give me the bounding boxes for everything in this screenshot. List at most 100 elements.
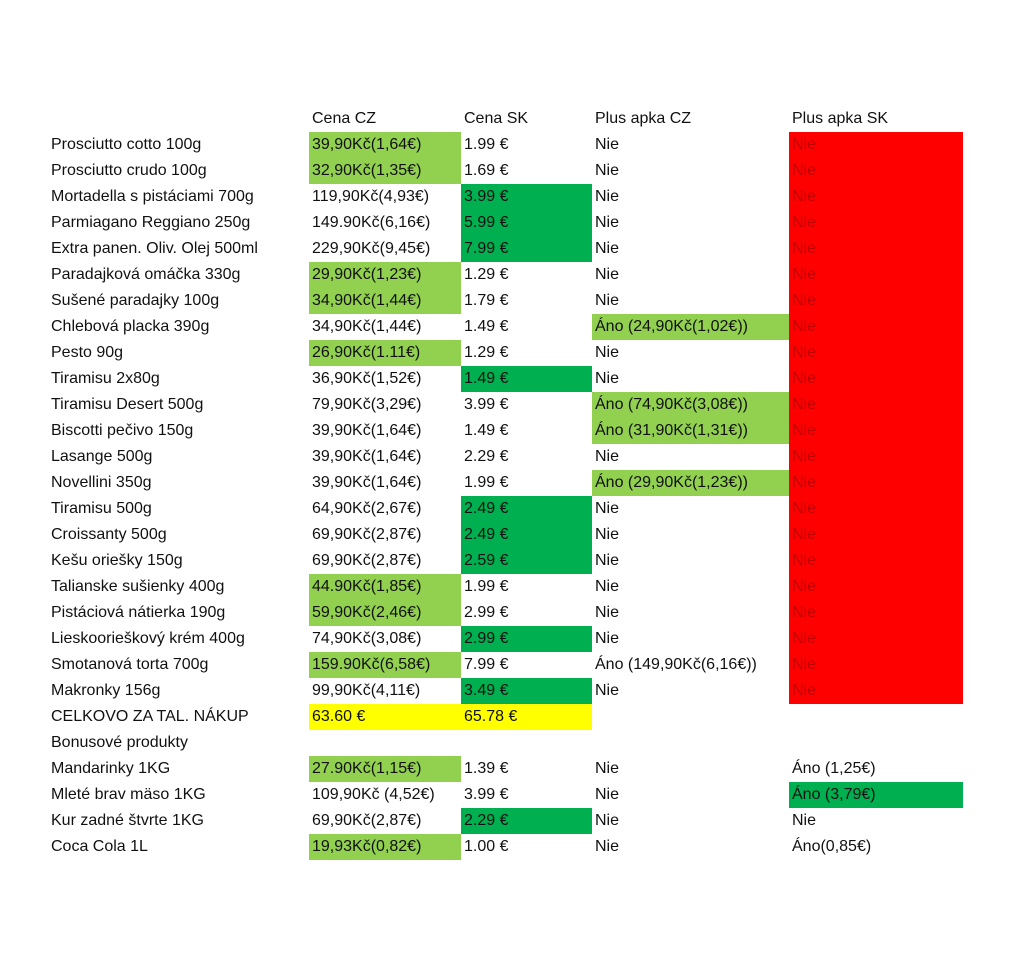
price-sk: 2.99 € xyxy=(461,626,592,652)
price-cz: 109,90Kč (4,52€) xyxy=(312,786,435,803)
header-product xyxy=(48,106,309,132)
plus-app-sk: Nie xyxy=(789,262,963,288)
header-row: Cena CZ Cena SK Plus apka CZ Plus apka S… xyxy=(48,106,963,132)
plus-app-cz: Nie xyxy=(595,500,620,517)
price-cz: 34,90Kč(1,44€) xyxy=(309,288,461,314)
table-row: Tiramisu 2x80g 36,90Kč(1,52€) 1.49 € Nie… xyxy=(48,366,963,392)
price-cz: 159.90Kč(6,58€) xyxy=(309,652,461,678)
table-row: Tiramisu 500g 64,90Kč(2,67€) 2.49 € Nie … xyxy=(48,496,963,522)
table-row: Chlebová placka 390g 34,90Kč(1,44€) 1.49… xyxy=(48,314,963,340)
price-sk: 2.99 € xyxy=(464,604,509,621)
bonus-row: Mleté brav mäso 1KG 109,90Kč (4,52€) 3.9… xyxy=(48,782,963,808)
plus-app-sk: Nie xyxy=(789,158,963,184)
plus-app-cz: Nie xyxy=(595,344,620,361)
table-row: Tiramisu Desert 500g 79,90Kč(3,29€) 3.99… xyxy=(48,392,963,418)
plus-app-cz: Nie xyxy=(595,292,620,309)
plus-app-sk: Nie xyxy=(789,340,963,366)
price-cz: 69,90Kč(2,87€) xyxy=(312,812,422,829)
plus-app-sk: Nie xyxy=(789,366,963,392)
table-row: Lieskoorieškový krém 400g 74,90Kč(3,08€)… xyxy=(48,626,963,652)
price-cz: 59,90Kč(2,46€) xyxy=(309,600,461,626)
plus-app-sk: Nie xyxy=(789,288,963,314)
empty-cell xyxy=(309,730,461,756)
product-name: Mortadella s pistáciami 700g xyxy=(51,188,254,205)
table-row: Kešu oriešky 150g 69,90Kč(2,87€) 2.59 € … xyxy=(48,548,963,574)
product-name: Makronky 156g xyxy=(51,682,161,699)
product-name: Novellini 350g xyxy=(51,474,152,491)
price-sk: 1.49 € xyxy=(464,318,509,335)
price-cz: 39,90Kč(1,64€) xyxy=(309,132,461,158)
plus-app-cz: Áno (29,90Kč(1,23€)) xyxy=(592,470,789,496)
price-cz: 79,90Kč(3,29€) xyxy=(312,396,422,413)
table-row: Paradajková omáčka 330g 29,90Kč(1,23€) 1… xyxy=(48,262,963,288)
price-cz: 36,90Kč(1,52€) xyxy=(312,370,422,387)
price-cz: 99,90Kč(4,11€) xyxy=(312,682,421,699)
product-name: Coca Cola 1L xyxy=(51,838,148,855)
price-sk: 2.59 € xyxy=(461,548,592,574)
price-cz: 39,90Kč(1,64€) xyxy=(312,474,422,491)
bonus-label: Bonusové produkty xyxy=(51,734,188,751)
plus-app-cz: Nie xyxy=(595,214,620,231)
price-cz: 149.90Kč(6,16€) xyxy=(312,214,431,231)
product-name: Chlebová placka 390g xyxy=(51,318,210,335)
product-name: Mandarinky 1KG xyxy=(51,760,171,777)
price-cz: 64,90Kč(2,67€) xyxy=(312,500,422,517)
price-sk: 1.29 € xyxy=(464,344,509,361)
table-row: Novellini 350g 39,90Kč(1,64€) 1.99 € Áno… xyxy=(48,470,963,496)
price-sk: 1.79 € xyxy=(464,292,509,309)
price-sk: 1.49 € xyxy=(464,422,509,439)
product-name: Mleté brav mäso 1KG xyxy=(51,786,206,803)
product-name: Croissanty 500g xyxy=(51,526,167,543)
empty-cell xyxy=(592,730,789,756)
plus-app-sk: Nie xyxy=(789,236,963,262)
plus-app-cz: Áno (74,90Kč(3,08€)) xyxy=(592,392,789,418)
plus-app-sk: Nie xyxy=(789,548,963,574)
plus-app-sk: Nie xyxy=(789,314,963,340)
plus-app-sk: Nie xyxy=(789,522,963,548)
plus-app-cz: Áno (24,90Kč(1,02€)) xyxy=(592,314,789,340)
bonus-header-row: Bonusové produkty xyxy=(48,730,963,756)
price-sk: 3.49 € xyxy=(461,678,592,704)
header-cena-sk: Cena SK xyxy=(464,110,529,127)
price-cz: 26,90Kč(1.11€) xyxy=(309,340,461,366)
table-row: Prosciutto crudo 100g 32,90Kč(1,35€) 1.6… xyxy=(48,158,963,184)
price-cz: 27.90Kč(1,15€) xyxy=(309,756,461,782)
price-comparison-table: Cena CZ Cena SK Plus apka CZ Plus apka S… xyxy=(48,106,963,860)
price-sk: 1.00 € xyxy=(464,838,509,855)
plus-app-cz: Áno (31,90Kč(1,31€)) xyxy=(592,418,789,444)
product-name: Tiramisu 2x80g xyxy=(51,370,160,387)
price-sk: 2.29 € xyxy=(464,448,509,465)
plus-app-cz: Nie xyxy=(595,162,620,179)
plus-app-sk: Nie xyxy=(789,496,963,522)
table-row: Pesto 90g 26,90Kč(1.11€) 1.29 € Nie Nie xyxy=(48,340,963,366)
plus-app-cz: Nie xyxy=(595,838,620,855)
table-row: Prosciutto cotto 100g 39,90Kč(1,64€) 1.9… xyxy=(48,132,963,158)
table-row: Pistáciová nátierka 190g 59,90Kč(2,46€) … xyxy=(48,600,963,626)
product-name: Paradajková omáčka 330g xyxy=(51,266,241,283)
price-sk: 1.49 € xyxy=(461,366,592,392)
price-sk: 1.99 € xyxy=(464,136,509,153)
price-sk: 2.49 € xyxy=(461,522,592,548)
price-sk: 1.29 € xyxy=(464,266,509,283)
plus-app-cz: Nie xyxy=(595,786,620,803)
price-cz: 44.90Kč(1,85€) xyxy=(309,574,461,600)
table-row: Mortadella s pistáciami 700g 119,90Kč(4,… xyxy=(48,184,963,210)
plus-app-sk: Nie xyxy=(789,600,963,626)
total-sk: 65.78 € xyxy=(461,704,592,730)
price-sk: 7.99 € xyxy=(461,236,592,262)
price-cz: 229,90Kč(9,45€) xyxy=(312,240,431,257)
price-sk: 1.39 € xyxy=(464,760,509,777)
total-label: CELKOVO ZA TAL. NÁKUP xyxy=(51,708,249,725)
bonus-row: Mandarinky 1KG 27.90Kč(1,15€) 1.39 € Nie… xyxy=(48,756,963,782)
empty-cell xyxy=(592,704,789,730)
header-plus-sk: Plus apka SK xyxy=(792,110,889,127)
plus-app-cz: Nie xyxy=(595,682,620,699)
price-cz: 39,90Kč(1,64€) xyxy=(312,422,422,439)
table-row: Biscotti pečivo 150g 39,90Kč(1,64€) 1.49… xyxy=(48,418,963,444)
plus-app-cz: Nie xyxy=(595,578,620,595)
price-sk: 7.99 € xyxy=(464,656,509,673)
header-plus-cz: Plus apka CZ xyxy=(595,110,692,127)
total-row: CELKOVO ZA TAL. NÁKUP 63.60 € 65.78 € xyxy=(48,704,963,730)
price-cz: 74,90Kč(3,08€) xyxy=(312,630,422,647)
price-cz: 29,90Kč(1,23€) xyxy=(309,262,461,288)
